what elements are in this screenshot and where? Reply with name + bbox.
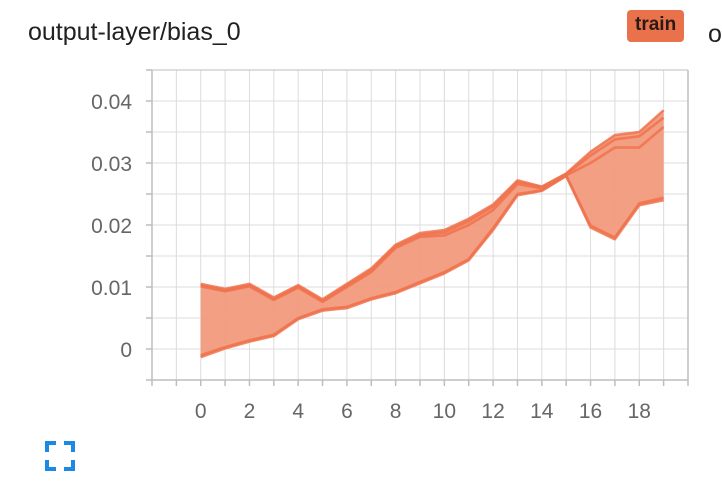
x-tick-label: 8 [390,400,402,423]
y-tick-label: 0.02 [91,215,132,238]
clipped-label: o [708,20,722,48]
y-tick-label: 0.03 [91,153,132,176]
fullscreen-icon-glyph [45,441,75,471]
card-title: output-layer/bias_0 [28,18,241,46]
x-tick-label: 16 [579,400,602,423]
x-tick-label: 18 [628,400,651,423]
x-tick-label: 14 [530,400,554,423]
series-lines [200,109,665,359]
x-tick-label: 6 [341,400,353,423]
series-line-2 [200,126,665,304]
x-tick-label: 4 [292,400,304,423]
corner-bottom-left [45,460,56,471]
axis-frame [146,69,689,386]
corner-top-right [64,441,75,452]
y-tick-label: 0.01 [91,277,132,300]
x-tick-label: 12 [481,400,504,423]
corner-bottom-right [64,460,75,471]
chart: 0 2 4 6 8 10 12 14 16 18 0 0.01 0.02 0.03 0.04 [91,69,689,423]
y-tick-label: 0 [120,339,132,362]
tick-labels: 0 2 4 6 8 10 12 14 16 18 0 0.01 0.02 0.03 0.04 [91,91,651,423]
y-tick-label: 0.04 [91,91,132,114]
x-tick-label: 0 [195,400,207,423]
x-tick-label: 2 [244,400,256,423]
corner-top-left [45,441,56,452]
series-line-4 [200,174,664,359]
fullscreen-expand-icon[interactable] [44,440,76,472]
x-tick-label: 10 [433,400,456,423]
run-badge: train [627,10,685,42]
